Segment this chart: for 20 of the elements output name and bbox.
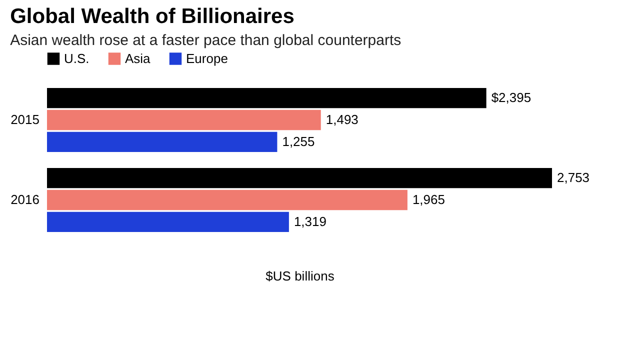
data-label: 1,493 xyxy=(326,112,358,127)
y-tick-label: 2015 xyxy=(10,112,40,127)
bar xyxy=(47,110,321,130)
legend-label: Europe xyxy=(186,50,228,66)
bar xyxy=(47,212,289,232)
legend-label: Asia xyxy=(125,50,152,66)
x-axis-title: $US billions xyxy=(266,268,335,284)
chart-title: Global Wealth of Billionaires xyxy=(10,5,294,28)
data-label: 1,255 xyxy=(282,134,315,149)
data-label: $2,395 xyxy=(491,90,532,106)
data-label: 2,753 xyxy=(557,170,590,186)
bar xyxy=(47,132,278,152)
bar xyxy=(47,190,408,210)
chart-subtitle: Asian wealth rose at a faster pace than global counterparts xyxy=(10,32,402,49)
bar xyxy=(47,168,552,188)
bar xyxy=(47,88,486,108)
legend-label: U.S. xyxy=(64,50,90,66)
data-label: 1,965 xyxy=(412,192,445,207)
y-tick-label: 2016 xyxy=(10,192,40,207)
data-label: 1,319 xyxy=(294,214,326,229)
